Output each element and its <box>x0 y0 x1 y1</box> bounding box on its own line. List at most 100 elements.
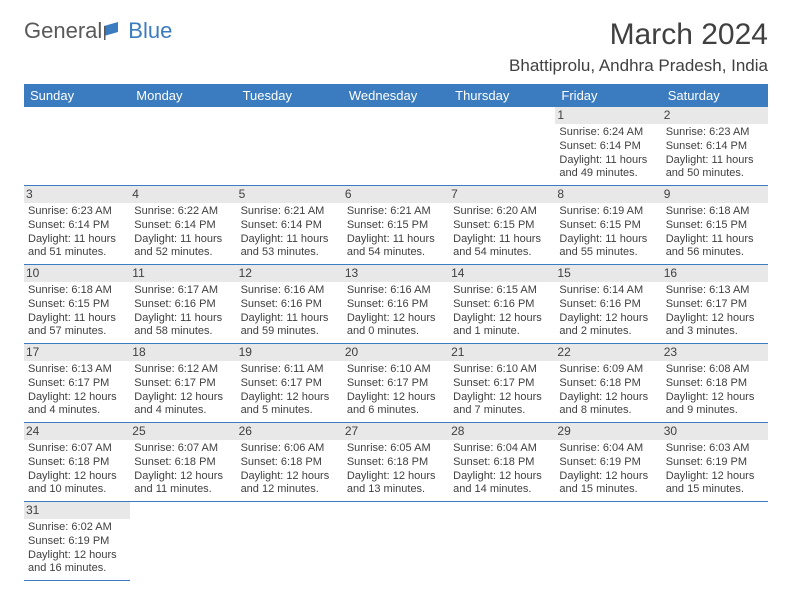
day2-text: and 11 minutes. <box>134 483 232 497</box>
calendar-row: 31Sunrise: 6:02 AMSunset: 6:19 PMDayligh… <box>24 502 768 581</box>
day-number: 12 <box>237 265 343 282</box>
day1-text: Daylight: 12 hours <box>666 312 764 326</box>
calendar-cell <box>343 107 449 186</box>
sunset-text: Sunset: 6:15 PM <box>559 219 657 233</box>
sunset-text: Sunset: 6:18 PM <box>666 377 764 391</box>
calendar-cell: 1Sunrise: 6:24 AMSunset: 6:14 PMDaylight… <box>555 107 661 186</box>
day2-text: and 14 minutes. <box>453 483 551 497</box>
sunrise-text: Sunrise: 6:03 AM <box>666 442 764 456</box>
day1-text: Daylight: 12 hours <box>347 470 445 484</box>
calendar-cell: 26Sunrise: 6:06 AMSunset: 6:18 PMDayligh… <box>237 423 343 502</box>
calendar-row: 24Sunrise: 6:07 AMSunset: 6:18 PMDayligh… <box>24 423 768 502</box>
day2-text: and 49 minutes. <box>559 167 657 181</box>
sunset-text: Sunset: 6:15 PM <box>453 219 551 233</box>
calendar-row: 10Sunrise: 6:18 AMSunset: 6:15 PMDayligh… <box>24 265 768 344</box>
calendar-cell: 28Sunrise: 6:04 AMSunset: 6:18 PMDayligh… <box>449 423 555 502</box>
day1-text: Daylight: 11 hours <box>134 312 232 326</box>
day-number: 13 <box>343 265 449 282</box>
calendar-cell: 27Sunrise: 6:05 AMSunset: 6:18 PMDayligh… <box>343 423 449 502</box>
day1-text: Daylight: 12 hours <box>453 391 551 405</box>
sunset-text: Sunset: 6:16 PM <box>241 298 339 312</box>
sunrise-text: Sunrise: 6:20 AM <box>453 205 551 219</box>
weekday-header: Friday <box>555 84 661 107</box>
weekday-header: Thursday <box>449 84 555 107</box>
day-number: 11 <box>130 265 236 282</box>
day1-text: Daylight: 12 hours <box>559 470 657 484</box>
calendar-body: 1Sunrise: 6:24 AMSunset: 6:14 PMDaylight… <box>24 107 768 581</box>
day2-text: and 7 minutes. <box>453 404 551 418</box>
calendar-row: 3Sunrise: 6:23 AMSunset: 6:14 PMDaylight… <box>24 186 768 265</box>
sunset-text: Sunset: 6:17 PM <box>453 377 551 391</box>
sunrise-text: Sunrise: 6:04 AM <box>559 442 657 456</box>
sunrise-text: Sunrise: 6:08 AM <box>666 363 764 377</box>
day2-text: and 6 minutes. <box>347 404 445 418</box>
sunrise-text: Sunrise: 6:23 AM <box>666 126 764 140</box>
day1-text: Daylight: 12 hours <box>559 391 657 405</box>
day2-text: and 3 minutes. <box>666 325 764 339</box>
day1-text: Daylight: 11 hours <box>347 233 445 247</box>
sunset-text: Sunset: 6:16 PM <box>453 298 551 312</box>
day1-text: Daylight: 12 hours <box>28 391 126 405</box>
day-number: 17 <box>24 344 130 361</box>
day1-text: Daylight: 11 hours <box>559 154 657 168</box>
location: Bhattiprolu, Andhra Pradesh, India <box>509 56 768 76</box>
calendar-cell: 12Sunrise: 6:16 AMSunset: 6:16 PMDayligh… <box>237 265 343 344</box>
calendar-cell: 23Sunrise: 6:08 AMSunset: 6:18 PMDayligh… <box>662 344 768 423</box>
sunrise-text: Sunrise: 6:12 AM <box>134 363 232 377</box>
day2-text: and 54 minutes. <box>347 246 445 260</box>
calendar-cell: 11Sunrise: 6:17 AMSunset: 6:16 PMDayligh… <box>130 265 236 344</box>
day2-text: and 16 minutes. <box>28 562 126 576</box>
calendar-cell: 25Sunrise: 6:07 AMSunset: 6:18 PMDayligh… <box>130 423 236 502</box>
day-number: 26 <box>237 423 343 440</box>
calendar-table: SundayMondayTuesdayWednesdayThursdayFrid… <box>24 84 768 581</box>
day1-text: Daylight: 11 hours <box>241 312 339 326</box>
sunrise-text: Sunrise: 6:18 AM <box>666 205 764 219</box>
sunset-text: Sunset: 6:14 PM <box>28 219 126 233</box>
calendar-cell <box>449 502 555 581</box>
sunset-text: Sunset: 6:18 PM <box>28 456 126 470</box>
day-number: 10 <box>24 265 130 282</box>
calendar-cell: 22Sunrise: 6:09 AMSunset: 6:18 PMDayligh… <box>555 344 661 423</box>
sunrise-text: Sunrise: 6:11 AM <box>241 363 339 377</box>
calendar-row: 17Sunrise: 6:13 AMSunset: 6:17 PMDayligh… <box>24 344 768 423</box>
day-number: 27 <box>343 423 449 440</box>
day1-text: Daylight: 12 hours <box>559 312 657 326</box>
calendar-cell: 24Sunrise: 6:07 AMSunset: 6:18 PMDayligh… <box>24 423 130 502</box>
day2-text: and 59 minutes. <box>241 325 339 339</box>
calendar-cell: 19Sunrise: 6:11 AMSunset: 6:17 PMDayligh… <box>237 344 343 423</box>
sunrise-text: Sunrise: 6:10 AM <box>347 363 445 377</box>
calendar-cell: 6Sunrise: 6:21 AMSunset: 6:15 PMDaylight… <box>343 186 449 265</box>
calendar-cell: 14Sunrise: 6:15 AMSunset: 6:16 PMDayligh… <box>449 265 555 344</box>
day2-text: and 5 minutes. <box>241 404 339 418</box>
sunset-text: Sunset: 6:15 PM <box>666 219 764 233</box>
day2-text: and 15 minutes. <box>559 483 657 497</box>
day1-text: Daylight: 11 hours <box>28 233 126 247</box>
sunrise-text: Sunrise: 6:07 AM <box>134 442 232 456</box>
sunrise-text: Sunrise: 6:19 AM <box>559 205 657 219</box>
sunset-text: Sunset: 6:16 PM <box>347 298 445 312</box>
day-number: 4 <box>130 186 236 203</box>
calendar-cell: 5Sunrise: 6:21 AMSunset: 6:14 PMDaylight… <box>237 186 343 265</box>
sunset-text: Sunset: 6:14 PM <box>134 219 232 233</box>
day1-text: Daylight: 12 hours <box>347 312 445 326</box>
calendar-cell <box>130 107 236 186</box>
sunrise-text: Sunrise: 6:10 AM <box>453 363 551 377</box>
calendar-cell: 20Sunrise: 6:10 AMSunset: 6:17 PMDayligh… <box>343 344 449 423</box>
day1-text: Daylight: 11 hours <box>241 233 339 247</box>
sunset-text: Sunset: 6:15 PM <box>28 298 126 312</box>
day1-text: Daylight: 12 hours <box>666 470 764 484</box>
day1-text: Daylight: 12 hours <box>241 391 339 405</box>
day2-text: and 56 minutes. <box>666 246 764 260</box>
sunset-text: Sunset: 6:19 PM <box>559 456 657 470</box>
day1-text: Daylight: 12 hours <box>347 391 445 405</box>
calendar-cell <box>343 502 449 581</box>
day-number: 6 <box>343 186 449 203</box>
day-number: 16 <box>662 265 768 282</box>
calendar-cell <box>555 502 661 581</box>
day-number: 30 <box>662 423 768 440</box>
day2-text: and 52 minutes. <box>134 246 232 260</box>
day2-text: and 55 minutes. <box>559 246 657 260</box>
day-number: 19 <box>237 344 343 361</box>
calendar-row: 1Sunrise: 6:24 AMSunset: 6:14 PMDaylight… <box>24 107 768 186</box>
sunrise-text: Sunrise: 6:04 AM <box>453 442 551 456</box>
